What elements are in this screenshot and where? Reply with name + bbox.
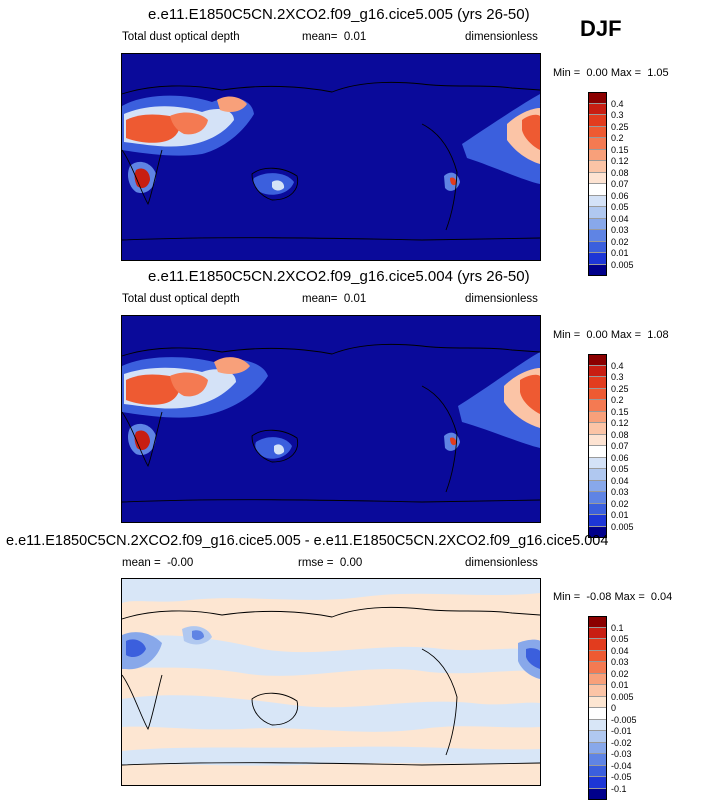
colorbar-tick-label: 0.05 [611,202,629,212]
panel1-max-value: 1.05 [647,67,668,79]
panel1-variable: Total dust optical depth [122,31,240,43]
colorbar-tick-label: 0.01 [611,510,629,520]
panel1-min-label: Min = [553,67,580,79]
colorbar-tick-label: 0.02 [611,237,629,247]
colorbar-tick-label: 0.08 [611,168,629,178]
panel1-title: e.e11.E1850C5CN.2XCO2.f09_g16.cice5.005 … [148,6,530,23]
colorbar-tick-label: 0.07 [611,179,629,189]
colorbar-tick-label: -0.01 [611,726,632,736]
panel3-neg-band-south [122,747,540,766]
panel3-max-label: Max = [614,591,644,603]
panel2-map [121,315,541,523]
panel3-mean-label: mean = [122,557,161,569]
colorbar-tick-label: -0.02 [611,738,632,748]
colorbar-tick-label: 0.02 [611,669,629,679]
colorbar-tick-label: 0.4 [611,361,624,371]
panel1-min-value: 0.00 [586,67,607,79]
colorbar-frame [588,616,607,800]
colorbar-tick-label: -0.05 [611,772,632,782]
panel2-map-svg [122,316,540,522]
colorbar-tick-label: 0 [611,703,616,713]
colorbar-tick-label: 0.07 [611,441,629,451]
panel3-minmax: Min = -0.08 Max = 0.04 [553,591,672,603]
colorbar-tick-label: 0.04 [611,476,629,486]
panel3-max-value: 0.04 [651,591,672,603]
panel2-mean-label: mean= [302,293,337,305]
panel3-rmse-label: rmse = [298,557,333,569]
colorbar-tick-label: 0.06 [611,453,629,463]
colorbar-tick-label: -0.03 [611,749,632,759]
panel1-max-label: Max = [611,67,641,79]
colorbar-tick-label: 0.03 [611,657,629,667]
colorbar-tick-label: 0.3 [611,110,624,120]
panel1-mean-value: 0.01 [344,31,366,43]
colorbar-tick-label: 0.25 [611,122,629,132]
panel1-mean-label: mean= [302,31,337,43]
panel1-minmax: Min = 0.00 Max = 1.05 [553,67,669,79]
colorbar-tick-label: 0.04 [611,214,629,224]
colorbar-tick-label: 0.12 [611,418,629,428]
colorbar-tick-label: 0.005 [611,260,634,270]
panel3-map [121,578,541,786]
panel1-map [121,53,541,261]
panel2-max-label: Max = [611,329,641,341]
colorbar-tick-label: 0.05 [611,634,629,644]
panel2-variable: Total dust optical depth [122,293,240,305]
colorbar-tick-label: 0.03 [611,487,629,497]
colorbar-tick-label: 0.08 [611,430,629,440]
colorbar-tick-label: 0.03 [611,225,629,235]
colorbar-tick-label: 0.05 [611,464,629,474]
panel2-max-value: 1.08 [647,329,668,341]
panel3-rmse: rmse = 0.00 [298,557,362,569]
panel3-mean-value: -0.00 [167,557,193,569]
colorbar-tick-label: -0.04 [611,761,632,771]
colorbar-tick-label: 0.005 [611,692,634,702]
colorbar-tick-label: -0.005 [611,715,637,725]
panel1-map-svg [122,54,540,260]
colorbar-tick-label: 0.15 [611,145,629,155]
panel2-minmax: Min = 0.00 Max = 1.08 [553,329,669,341]
panel2-min-value: 0.00 [586,329,607,341]
panel3-min-value: -0.08 [586,591,611,603]
colorbar-tick-label: 0.25 [611,384,629,394]
colorbar-tick-label: 0.01 [611,248,629,258]
colorbar-tick-label: 0.2 [611,395,624,405]
colorbar-tick-label: -0.1 [611,784,627,794]
panel2-mean-value: 0.01 [344,293,366,305]
panel2-units: dimensionless [465,293,538,305]
panel3-min-label: Min = [553,591,580,603]
panel3-mean: mean = -0.00 [122,557,193,569]
colorbar-tick-label: 0.12 [611,156,629,166]
colorbar-tick-label: 0.2 [611,133,624,143]
colorbar-frame [588,92,607,276]
colorbar-tick-label: 0.4 [611,99,624,109]
panel1-units: dimensionless [465,31,538,43]
colorbar-tick-label: 0.01 [611,680,629,690]
colorbar-tick-label: 0.3 [611,372,624,382]
colorbar-tick-label: 0.15 [611,407,629,417]
panel2-title: e.e11.E1850C5CN.2XCO2.f09_g16.cice5.004 … [148,268,530,285]
panel3-map-svg [122,579,540,785]
colorbar-tick-label: 0.02 [611,499,629,509]
colorbar-tick-label: 0.005 [611,522,634,532]
colorbar-tick-label: 0.1 [611,623,624,633]
panel3-title: e.e11.E1850C5CN.2XCO2.f09_g16.cice5.005 … [6,533,608,549]
panel1-mean: mean= 0.01 [302,31,366,43]
season-label: DJF [580,16,622,42]
colorbar-frame [588,354,607,538]
panel3-units: dimensionless [465,557,538,569]
panel3-rmse-value: 0.00 [340,557,362,569]
colorbar-tick-label: 0.06 [611,191,629,201]
panel2-mean: mean= 0.01 [302,293,366,305]
colorbar-tick-label: 0.04 [611,646,629,656]
panel2-min-label: Min = [553,329,580,341]
